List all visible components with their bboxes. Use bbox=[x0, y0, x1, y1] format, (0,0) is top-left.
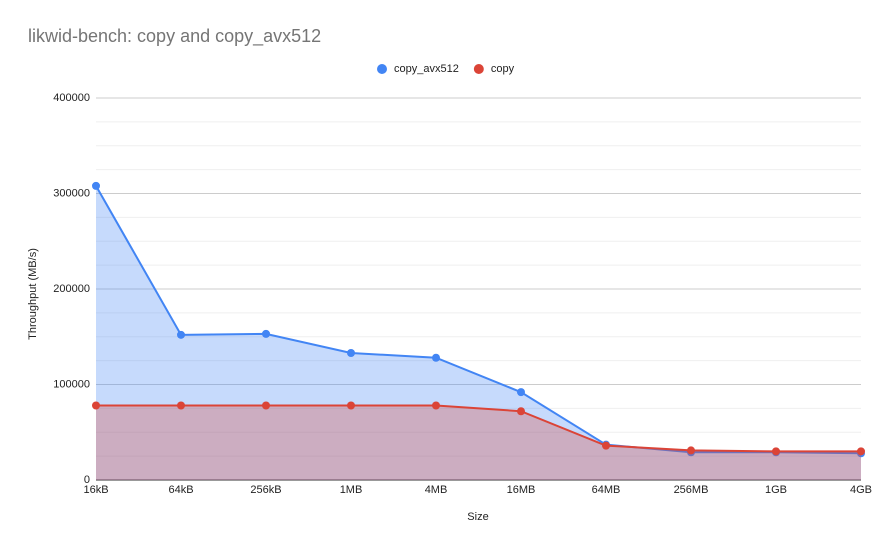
legend-label: copy bbox=[491, 63, 515, 75]
point bbox=[347, 348, 355, 357]
y-tick-label: 400000 bbox=[53, 92, 90, 104]
point bbox=[517, 407, 525, 416]
x-tick-label: 1MB bbox=[340, 484, 363, 496]
point bbox=[687, 446, 695, 455]
x-tick-label: 256kB bbox=[250, 484, 281, 496]
x-tick-label: 16kB bbox=[83, 484, 108, 496]
point bbox=[432, 353, 440, 362]
line bbox=[95, 185, 862, 455]
legend-marker bbox=[473, 64, 484, 74]
point bbox=[772, 447, 780, 456]
x-axis-label: Size bbox=[467, 511, 488, 523]
point bbox=[517, 388, 525, 397]
point bbox=[92, 401, 100, 410]
point bbox=[262, 329, 270, 338]
x-tick-label: 4MB bbox=[425, 484, 448, 496]
x-tick-label: 256MB bbox=[674, 484, 709, 496]
legend-label: copy_avx512 bbox=[394, 63, 459, 75]
y-tick-label: 100000 bbox=[53, 378, 90, 390]
x-tick-label: 64kB bbox=[168, 484, 193, 496]
x-tick-label: 16MB bbox=[507, 484, 536, 496]
x-tick-label: 1GB bbox=[765, 484, 787, 496]
y-tick-label: 300000 bbox=[53, 187, 90, 199]
point bbox=[177, 330, 185, 339]
line bbox=[96, 404, 861, 453]
point bbox=[262, 401, 270, 410]
point bbox=[432, 401, 440, 410]
area bbox=[96, 405, 861, 480]
y-tick-label: 0 bbox=[84, 474, 90, 486]
x-tick-label: 4GB bbox=[850, 484, 872, 496]
legend-marker bbox=[377, 64, 387, 74]
x-tick-label: 64MB bbox=[592, 484, 621, 496]
point bbox=[602, 441, 610, 450]
point bbox=[177, 401, 185, 410]
legend: copy_avx512 copy bbox=[377, 63, 515, 75]
point bbox=[857, 447, 865, 456]
y-axis-label: Throughput (MB/s) bbox=[27, 248, 39, 340]
point bbox=[347, 401, 355, 410]
y-tick-label: 200000 bbox=[53, 283, 90, 295]
point bbox=[92, 181, 100, 190]
chart-title: likwid-bench: copy and copy_avx512 bbox=[28, 26, 321, 47]
